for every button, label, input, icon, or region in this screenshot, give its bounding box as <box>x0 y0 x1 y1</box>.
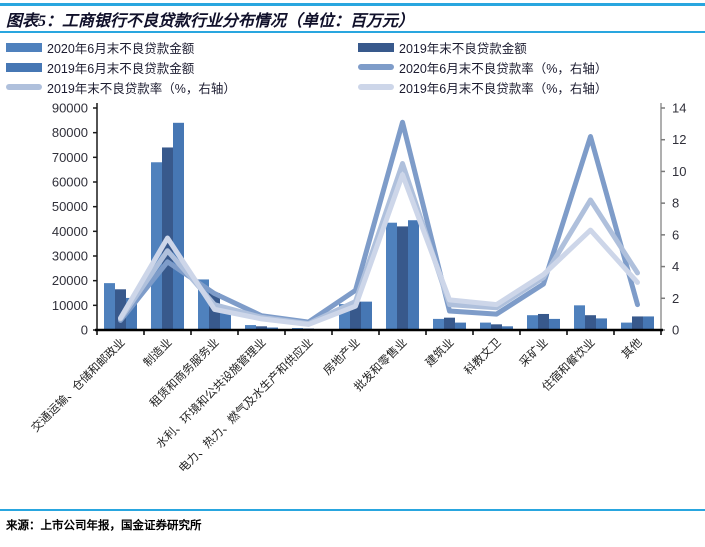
y-axis-label-right: 12 <box>672 132 686 147</box>
y-axis-label-right: 2 <box>672 291 679 306</box>
bar <box>408 220 419 330</box>
bar <box>339 304 350 330</box>
x-axis-label: 制造业 <box>140 335 174 369</box>
rate-line <box>118 172 640 327</box>
y-axis-label-left: 70000 <box>52 150 88 165</box>
bar <box>491 324 502 330</box>
bar <box>361 301 372 330</box>
bar <box>643 316 654 330</box>
y-axis-label-left: 30000 <box>52 249 88 264</box>
bar <box>151 162 162 330</box>
bar <box>256 326 267 330</box>
y-axis-label-right: 10 <box>672 164 686 179</box>
source-text: 来源：上市公司年报，国金证券研究所 <box>6 520 202 532</box>
legend-label: 2019年末不良贷款金额 <box>399 41 527 56</box>
bar <box>115 289 126 330</box>
legend-item: 2019年6月末不良贷款率（%，右轴） <box>358 80 705 96</box>
bar <box>126 297 137 330</box>
y-axis-label-right: 8 <box>672 196 679 211</box>
y-axis-label-left: 90000 <box>52 101 88 116</box>
x-axis-label: 采矿业 <box>517 336 551 370</box>
y-axis-label-left: 0 <box>81 323 88 338</box>
y-axis-label-left: 40000 <box>52 224 88 239</box>
legend-swatch-bar-icon <box>6 62 42 72</box>
x-axis-label: 建筑业 <box>422 335 456 369</box>
top-divider <box>0 3 705 6</box>
legend-swatch-line-icon <box>358 64 394 70</box>
y-axis-label-left: 60000 <box>52 175 88 190</box>
footer-divider <box>0 509 705 511</box>
legend-label: 2019年6月末不良贷款金额 <box>47 61 195 76</box>
bar <box>444 317 455 330</box>
legend-swatch-line-icon <box>358 84 394 90</box>
legend-swatch-line-icon <box>6 84 42 90</box>
y-axis-label-right: 14 <box>672 101 686 116</box>
bar <box>621 322 632 330</box>
title-divider <box>0 31 705 33</box>
bar <box>549 318 560 330</box>
legend-item: 2020年6月末不良贷款金额 <box>6 40 358 56</box>
legend-label: 2020年6月末不良贷款金额 <box>47 41 195 56</box>
bar <box>433 318 444 330</box>
figure-title: 图表5：工商银行不良贷款行业分布情况（单位：百万元） <box>6 13 415 30</box>
rate-line <box>118 119 640 325</box>
bar <box>527 315 538 330</box>
bar <box>198 279 209 330</box>
x-axis-label: 科教文卫 <box>461 335 503 377</box>
legend-label: 2020年6月末不良贷款率（%，右轴） <box>399 61 608 76</box>
bar <box>538 313 549 330</box>
bar <box>632 316 643 330</box>
y-axis-label-left: 50000 <box>52 199 88 214</box>
bar <box>480 322 491 330</box>
bar <box>386 222 397 330</box>
y-axis-label-left: 80000 <box>52 125 88 140</box>
bar <box>173 122 184 330</box>
bar <box>397 226 408 330</box>
legend-swatch-bar-icon <box>6 42 42 52</box>
y-axis-label-left: 10000 <box>52 298 88 313</box>
bar <box>574 305 585 330</box>
legend-item: 2020年6月末不良贷款率（%，右轴） <box>358 60 705 76</box>
bar <box>502 326 513 330</box>
legend-item: 2019年末不良贷款金额 <box>358 40 705 56</box>
legend-label: 2019年6月末不良贷款率（%，右轴） <box>399 81 608 96</box>
y-axis-label-right: 0 <box>672 323 679 338</box>
x-axis-label: 交通运输、仓储和邮政业 <box>28 335 127 434</box>
y-axis-label-right: 6 <box>672 227 679 242</box>
legend-item: 2019年6月末不良贷款金额 <box>6 60 358 76</box>
bar <box>245 325 256 330</box>
bar <box>104 283 115 330</box>
bar <box>350 301 361 330</box>
x-axis-label: 其他 <box>619 336 645 362</box>
legend-item: 2019年末不良贷款率（%，右轴） <box>6 80 358 96</box>
x-axis-label: 房地产业 <box>320 335 362 377</box>
bar <box>455 322 466 330</box>
chart-legend: 2020年6月末不良贷款金额 2019年末不良贷款金额 2019年6月末不良贷款… <box>0 40 705 96</box>
bar <box>220 310 231 330</box>
bar <box>596 318 607 330</box>
legend-label: 2019年末不良贷款率（%，右轴） <box>47 81 236 96</box>
bar <box>585 315 596 330</box>
legend-swatch-bar-icon <box>358 42 394 52</box>
y-axis-label-right: 4 <box>672 259 679 274</box>
y-axis-label-left: 20000 <box>52 273 88 288</box>
chart-svg: 0 10000 20000 30000 40000 50000 60000 70000 8000… <box>28 101 686 476</box>
